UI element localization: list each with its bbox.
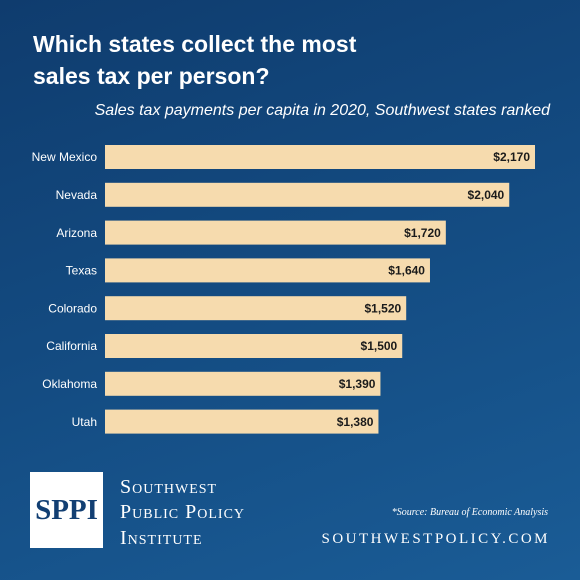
value-label: $1,520 bbox=[364, 301, 401, 315]
org-name: Institute bbox=[120, 527, 203, 549]
bar bbox=[105, 371, 381, 396]
bar bbox=[105, 145, 535, 169]
org-name: Southwest bbox=[120, 476, 218, 498]
bar bbox=[105, 409, 379, 434]
bar bbox=[105, 220, 446, 245]
org-name: Public Policy bbox=[120, 501, 246, 523]
logo: SPPI bbox=[30, 472, 103, 548]
bar bbox=[105, 296, 407, 321]
chart-title: Which states collect the most sales tax … bbox=[33, 31, 357, 89]
category-label: California bbox=[46, 339, 97, 353]
bar bbox=[105, 334, 403, 358]
value-label: $2,040 bbox=[468, 188, 505, 202]
category-label: Oklahoma bbox=[42, 377, 97, 391]
value-label: $1,640 bbox=[388, 264, 425, 278]
value-label: $1,720 bbox=[404, 226, 441, 240]
value-label: $1,500 bbox=[361, 339, 398, 353]
value-label: $2,170 bbox=[493, 150, 530, 164]
website: SOUTHWESTPOLICY.COM bbox=[321, 531, 550, 547]
bar bbox=[105, 182, 510, 207]
category-label: Arizona bbox=[56, 226, 97, 240]
value-label: $1,380 bbox=[337, 415, 374, 429]
bar bbox=[105, 258, 430, 283]
category-label: Nevada bbox=[56, 188, 98, 202]
category-label: Utah bbox=[72, 415, 97, 429]
source-note: *Source: Bureau of Economic Analysis bbox=[391, 507, 548, 518]
category-label: Texas bbox=[66, 264, 97, 278]
value-label: $1,390 bbox=[339, 377, 376, 391]
category-label: New Mexico bbox=[32, 150, 98, 164]
category-label: Colorado bbox=[48, 301, 97, 315]
chart-subtitle: Sales tax payments per capita in 2020, S… bbox=[94, 102, 550, 119]
